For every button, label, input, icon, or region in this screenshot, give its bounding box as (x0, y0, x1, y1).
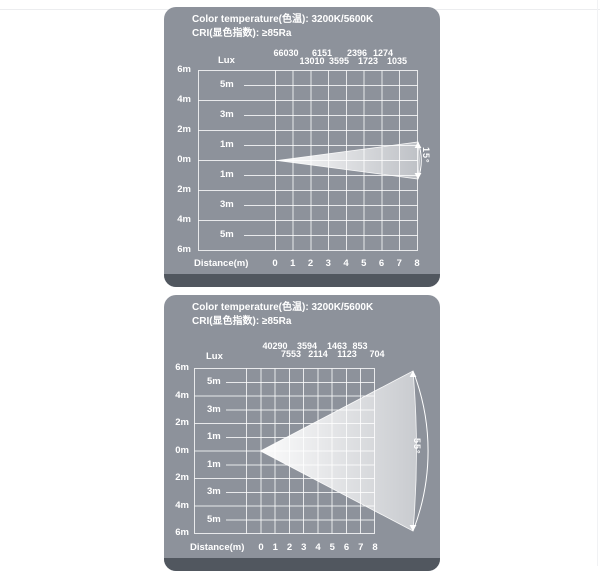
x-tick-label: 2 (307, 258, 314, 269)
lux-axis-label: Lux (218, 55, 235, 66)
lux-value: 3594 (296, 341, 318, 351)
x-tick-label: 2 (286, 542, 293, 553)
photometric-grid-svg (194, 368, 429, 534)
y-axis-inner-labels: 5m 3m 1m 1m 3m 5m (220, 78, 244, 242)
beam-cone-55deg (259, 370, 417, 532)
y-tick-label: 1m (220, 169, 234, 180)
y-tick-label: 0m (175, 444, 189, 456)
lux-value: 2396 (346, 48, 368, 58)
x-tick-label: 3 (301, 542, 307, 553)
lux-value: 1723 (357, 56, 379, 66)
x-tick-label: 6 (378, 258, 385, 269)
cri-text: CRI(显色指数): ≥85Ra (192, 28, 292, 39)
x-tick-label: 8 (414, 258, 420, 269)
beam-wedge-15deg (276, 141, 420, 180)
y-tick-label: 1m (207, 431, 221, 443)
x-tick-label: 4 (343, 258, 349, 269)
panel-header: Color temperature(色温): 3200K/5600K CRI(显… (192, 13, 373, 41)
y-tick-label: 3m (220, 199, 234, 210)
x-tick-label: 7 (396, 258, 402, 269)
y-tick-label: 2m (175, 472, 189, 483)
x-tick-label: 1 (272, 542, 278, 553)
y-tick-label: 4m (177, 94, 191, 105)
y-tick-label: 2m (177, 184, 191, 195)
y-tick-label: 3m (207, 403, 221, 415)
arc-arrow-bottom (414, 173, 422, 180)
y-tick-label: 4m (177, 214, 191, 225)
lux-value: 853 (352, 341, 368, 351)
panel-footer-strip (164, 274, 440, 287)
x-tick-label: 8 (372, 542, 378, 553)
y-tick-label: 6m (175, 362, 189, 373)
color-temperature-text: Color temperature(色温): 3200K/5600K (192, 14, 374, 25)
beam-angle-label: 15° (421, 147, 431, 164)
x-axis-labels: 0 1 2 3 4 5 6 7 8 (270, 258, 422, 269)
lux-value: 1274 (372, 48, 394, 58)
y-tick-label: 5m (220, 79, 234, 90)
y-axis-outer-labels: 6m 4m 2m 0m 2m 4m 6m (164, 63, 191, 257)
y-tick-label: 2m (177, 124, 191, 135)
lux-value: 3595 (328, 56, 350, 66)
y-tick-label: 6m (177, 64, 191, 75)
arc-arrow-bottom (409, 525, 417, 532)
panel-header: Color temperature(色温): 3200K/5600K CRI(显… (192, 301, 373, 329)
cri-text: CRI(显色指数): ≥85Ra (192, 316, 292, 327)
y-axis-outer-labels: 6m 4m 2m 0m 2m 4m 6m (164, 361, 189, 540)
x-tick-label: 0 (272, 258, 278, 269)
y-tick-label: 4m (175, 499, 189, 511)
lux-value: 1463 (326, 341, 348, 351)
y-tick-label: 4m (175, 389, 189, 401)
y-tick-label: 1m (207, 458, 221, 470)
y-tick-label: 0m (177, 154, 191, 165)
y-tick-label: 5m (220, 229, 234, 240)
lux-value: 1123 (337, 349, 357, 359)
y-axis-inner-labels: 5m 3m 1m 1m 3m 5m (207, 375, 231, 527)
panel-footer-strip (164, 558, 440, 571)
lux-value: 7553 (280, 349, 302, 359)
lux-value: 13010 (299, 56, 325, 66)
y-tick-label: 3m (207, 486, 221, 498)
beam-angle-arc (412, 370, 429, 532)
lux-value: 1035 (386, 56, 408, 66)
photometric-grid-svg (198, 70, 422, 251)
y-tick-label: 6m (175, 527, 189, 538)
photometric-panel-15deg: Color temperature(色温): 3200K/5600K CRI(显… (164, 7, 440, 287)
x-tick-label: 0 (258, 542, 264, 553)
y-tick-label: 5m (207, 376, 221, 387)
distance-axis-label: Distance(m) (194, 258, 249, 269)
arc-arrow-top (414, 141, 422, 148)
x-tick-label: 1 (290, 258, 296, 269)
x-tick-label: 5 (361, 258, 367, 269)
beam-angle-label: 55° (412, 438, 422, 455)
x-axis-labels: 0 1 2 3 4 5 6 7 8 (256, 542, 380, 553)
x-tick-label: 7 (358, 542, 364, 553)
y-tick-label: 2m (175, 417, 189, 428)
photometric-panel-55deg: Color temperature(色温): 3200K/5600K CRI(显… (164, 295, 440, 571)
lux-value: 40290 (262, 341, 288, 351)
lux-value: 704 (369, 349, 385, 359)
x-tick-label: 6 (343, 542, 350, 553)
photo-right-edge-line (597, 0, 598, 566)
y-tick-label: 6m (177, 244, 191, 255)
lux-value: 66030 (273, 48, 299, 58)
x-tick-label: 3 (325, 258, 331, 269)
x-tick-label: 5 (329, 542, 335, 553)
x-tick-label: 4 (315, 542, 321, 553)
lux-axis-label: Lux (206, 351, 223, 362)
color-temperature-text: Color temperature(色温): 3200K/5600K (192, 302, 374, 313)
y-tick-label: 5m (207, 513, 221, 525)
lux-value: 6151 (311, 48, 333, 58)
y-tick-label: 3m (220, 109, 234, 120)
y-tick-label: 1m (220, 139, 234, 150)
arc-arrow-top (409, 370, 417, 377)
distance-axis-label: Distance(m) (190, 542, 245, 553)
lux-value: 2114 (308, 349, 328, 359)
